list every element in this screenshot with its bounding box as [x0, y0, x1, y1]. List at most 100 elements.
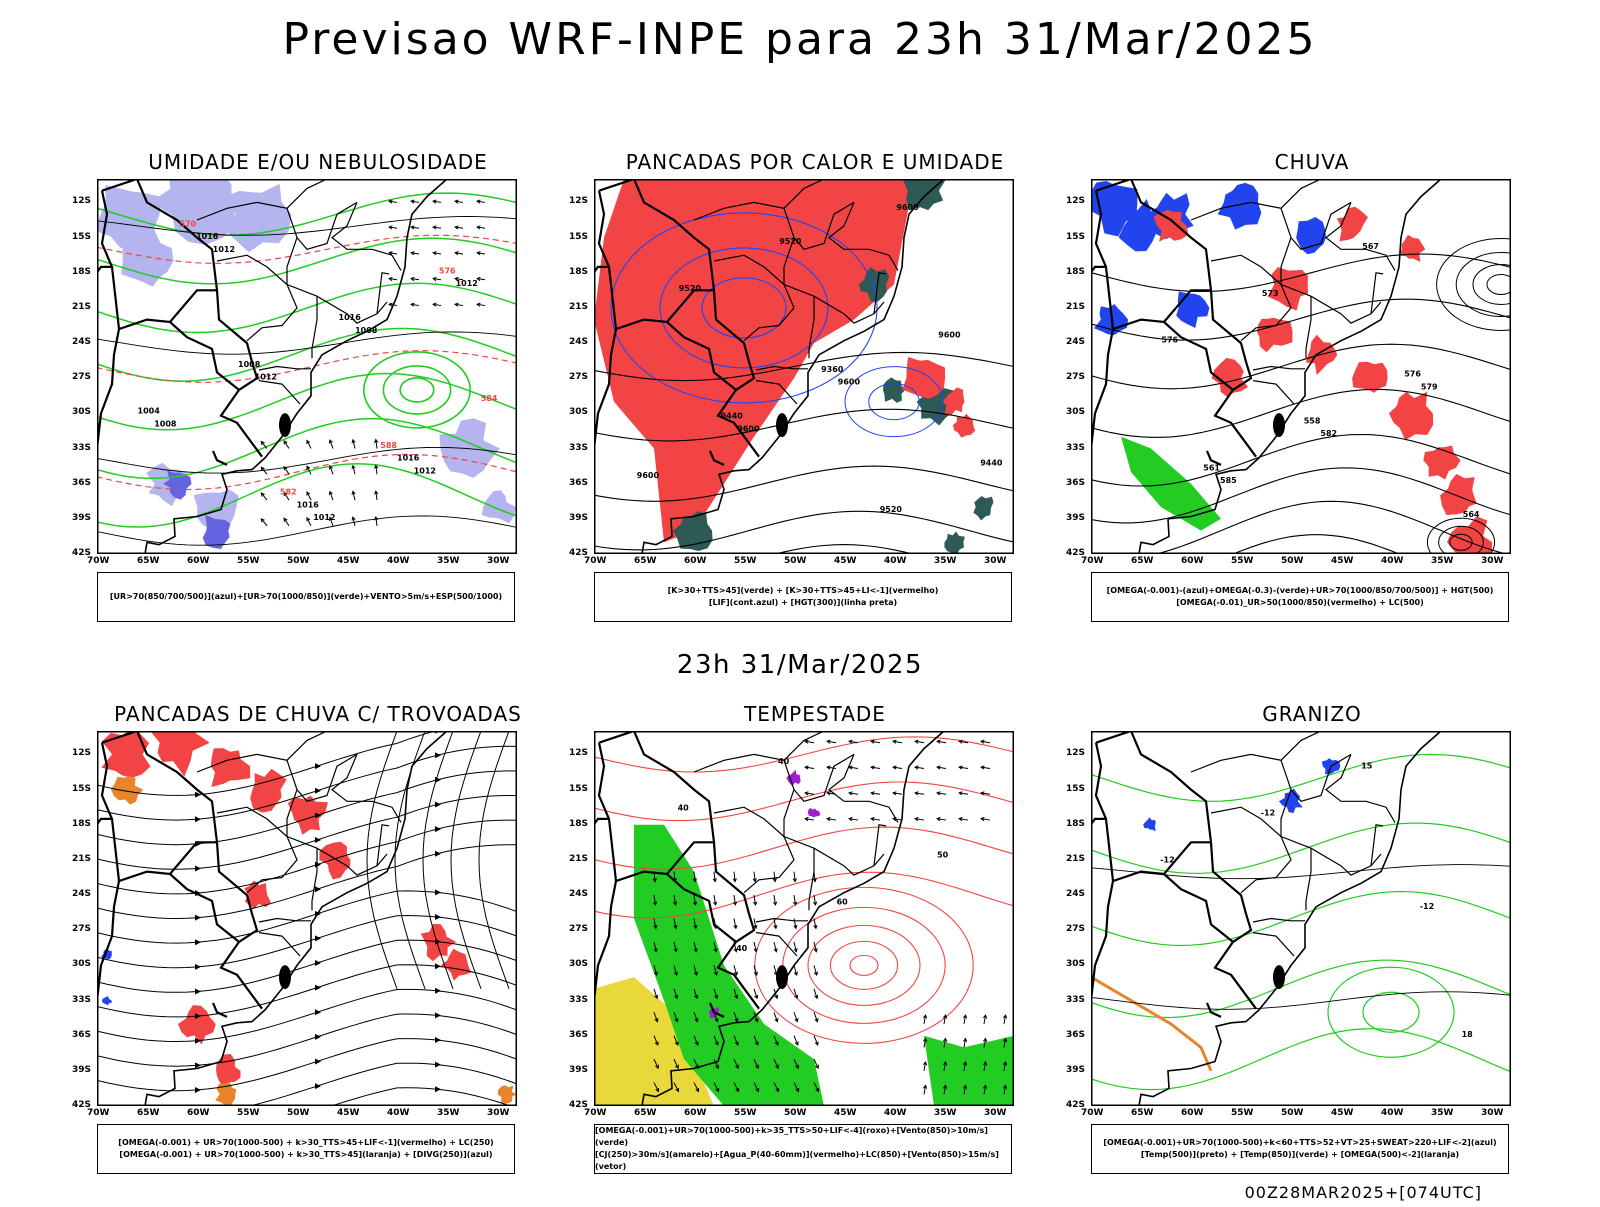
wind-vector [983, 1085, 987, 1095]
wind-vector [937, 792, 947, 795]
wind-vector [329, 517, 334, 527]
wind-vector [963, 1015, 967, 1025]
wind-vector-head [260, 466, 265, 471]
lif-contour [868, 383, 920, 421]
wind-vector [793, 1012, 798, 1022]
streamline-arrow [435, 1012, 441, 1019]
country-border [97, 328, 121, 488]
wind-vector [915, 792, 925, 795]
contour-label: 558 [1304, 417, 1321, 426]
wind-vector [983, 1038, 987, 1048]
rain-red-area [1440, 473, 1477, 515]
wind-vector-head [351, 464, 356, 470]
wind-vector-head [755, 1064, 759, 1070]
wind-vector [375, 491, 378, 501]
lon-tick-label: 50W [1281, 556, 1304, 566]
pressure-contour [97, 446, 517, 474]
map-layers: -12 -12 -12 15 18 [1091, 731, 1511, 1106]
state-border [1325, 202, 1396, 271]
wind-vector-head [815, 1087, 820, 1093]
lon-tick-label: 30W [1481, 556, 1504, 566]
lif-contour [659, 247, 829, 369]
state-border [755, 380, 798, 405]
wind-vector [981, 818, 991, 821]
wind-vector [693, 918, 697, 929]
wind-vector [1003, 1038, 1007, 1048]
wind-vector [827, 740, 837, 744]
lat-tick-label: 15S [569, 231, 589, 242]
wind-vector [477, 278, 486, 281]
contour-label: 60 [837, 897, 849, 906]
wind-vector-head [653, 948, 658, 953]
wind-vector [963, 1038, 967, 1048]
wind-vector-head [943, 1014, 948, 1019]
lon-tick-label: 70W [1081, 556, 1104, 566]
lat-tick-label: 33S [569, 994, 589, 1005]
wind-vector-head [980, 739, 985, 744]
wind-vector-head [793, 901, 798, 906]
wind-vector-head [814, 994, 819, 1000]
wind-vector-head [733, 948, 738, 953]
lat-tick-label: 24S [1066, 337, 1086, 348]
storm-red-area [942, 387, 965, 416]
contour-label: 40 [736, 944, 748, 953]
wind-vector-head [936, 739, 941, 744]
wind-vector-head [813, 901, 818, 906]
lon-tick-label: 35W [934, 556, 957, 566]
wind-vector [773, 1035, 779, 1046]
lat-tick-label: 18S [569, 266, 589, 277]
water-contour [594, 781, 1014, 822]
lat-tick-label: 15S [1066, 231, 1086, 242]
lat-tick-label: 30S [72, 407, 92, 418]
state-border [258, 932, 301, 957]
wind-vector [915, 818, 925, 821]
state-border [1252, 932, 1295, 957]
wind-vector-head [870, 739, 875, 744]
state-border [1280, 179, 1322, 209]
lon-tick-label: 40W [884, 556, 907, 566]
wind-vector-head [753, 901, 758, 906]
water-contour [594, 736, 1014, 773]
wind-vector [773, 941, 777, 952]
wind-vector-head [812, 878, 817, 883]
wind-vector [1003, 1061, 1007, 1071]
wind-vector [827, 766, 837, 769]
wind-vector [673, 965, 678, 976]
wind-vector [693, 1035, 699, 1046]
lon-tick-label: 50W [287, 1108, 310, 1118]
wind-vector-head [870, 765, 875, 770]
map-border [594, 179, 1014, 554]
wind-vector-head [675, 1087, 680, 1093]
state-border [1210, 254, 1292, 342]
streamline [97, 988, 517, 1043]
wind-vector-head [674, 994, 679, 1000]
wind-vector-head [283, 491, 288, 497]
country-border [594, 880, 618, 1040]
wind-vector [813, 1035, 819, 1046]
geopotential-contour [594, 408, 1014, 442]
wind-vector-head [980, 765, 985, 770]
wind-vector [793, 871, 796, 882]
wind-vector-head [914, 739, 919, 744]
lon-tick-label: 65W [1131, 1108, 1154, 1118]
contour-label: 1016 [397, 454, 420, 463]
contour-label: 1004 [138, 407, 161, 416]
map-border [97, 731, 517, 1106]
geopotential-contour [594, 465, 1014, 502]
wind-vector [793, 941, 797, 952]
streamline-arrow [435, 850, 441, 857]
wind-vector-head [388, 225, 393, 230]
state-border [1252, 917, 1305, 923]
wind-vector [713, 1082, 719, 1092]
wind-vector-head [793, 948, 798, 953]
country-border [101, 179, 263, 458]
lat-tick-label: 39S [1066, 1064, 1086, 1075]
geopotential-contour [1231, 534, 1401, 554]
footer-timestamp: 00Z28MAR2025+[074UTC] [1244, 1183, 1482, 1202]
wind-vector [455, 226, 464, 229]
streamline [97, 914, 517, 969]
streamline [329, 1087, 512, 1106]
contour-label: 1012 [213, 245, 235, 254]
lat-tick-label: 36S [72, 477, 92, 488]
wind-vector-head [815, 1064, 819, 1070]
